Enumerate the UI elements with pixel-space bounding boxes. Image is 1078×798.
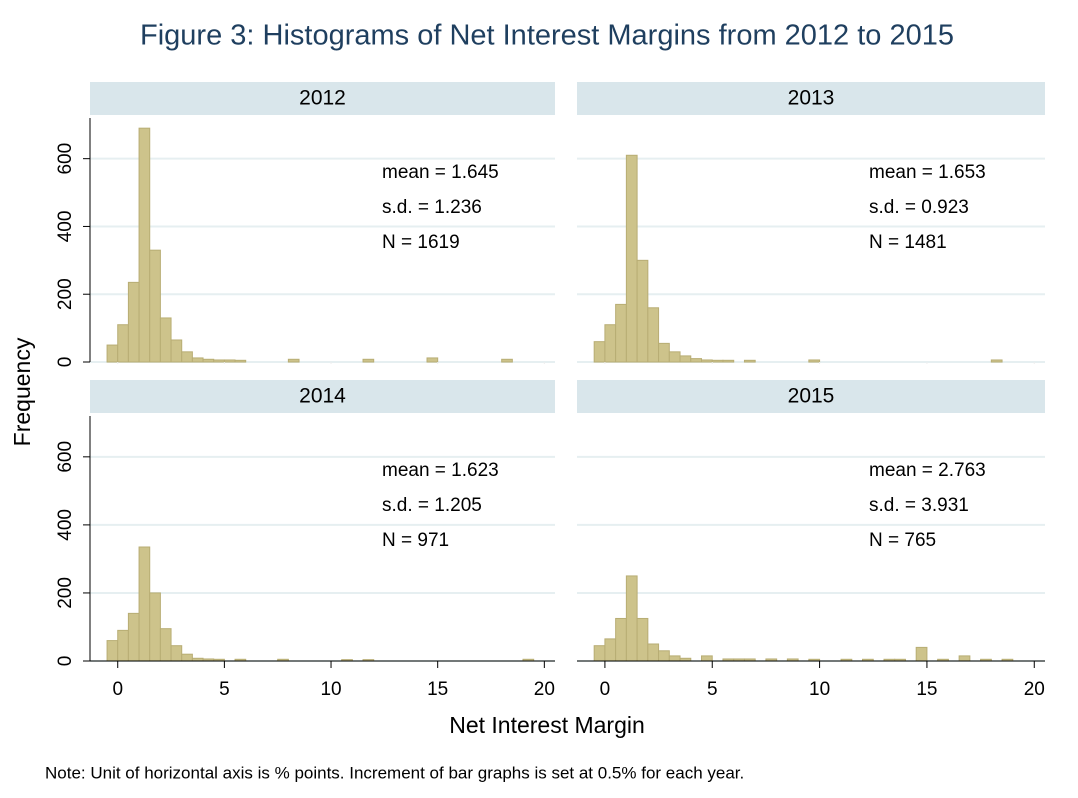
bar bbox=[615, 303, 627, 363]
annotation: s.d. = 1.236 bbox=[382, 197, 482, 218]
annotation: N = 971 bbox=[382, 530, 449, 551]
bar bbox=[170, 339, 183, 363]
bar bbox=[181, 351, 193, 363]
panel-title: 2013 bbox=[788, 87, 835, 110]
bar bbox=[690, 358, 703, 363]
x-axis-label: Net Interest Margin bbox=[449, 712, 645, 738]
x-tick-label: 10 bbox=[320, 679, 341, 700]
bar bbox=[615, 617, 627, 662]
panel-title: 2012 bbox=[299, 87, 346, 110]
bar bbox=[658, 342, 670, 363]
y-tick-label: 0 bbox=[55, 656, 76, 667]
y-tick-label: 200 bbox=[55, 577, 76, 609]
bar bbox=[149, 249, 161, 363]
panel-title: 2014 bbox=[299, 385, 346, 408]
bar bbox=[701, 655, 713, 662]
bar bbox=[426, 357, 439, 363]
bar bbox=[593, 341, 606, 363]
bar bbox=[223, 359, 236, 363]
bar bbox=[808, 359, 821, 363]
x-tick-label: 15 bbox=[427, 679, 448, 700]
annotation: s.d. = 1.205 bbox=[382, 495, 482, 516]
bar bbox=[501, 358, 513, 363]
y-tick-label: 600 bbox=[55, 143, 76, 175]
strip bbox=[90, 380, 555, 413]
x-tick-label: 5 bbox=[707, 679, 718, 700]
y-tick-label: 400 bbox=[55, 509, 76, 541]
bar bbox=[117, 324, 129, 363]
strip bbox=[90, 82, 555, 115]
strip bbox=[577, 82, 1045, 115]
annotation: mean = 1.623 bbox=[382, 460, 499, 481]
bar bbox=[138, 127, 151, 363]
x-tick-label: 20 bbox=[534, 679, 555, 700]
bar bbox=[149, 592, 161, 662]
bar bbox=[117, 629, 129, 662]
annotation: N = 765 bbox=[869, 530, 936, 551]
bar bbox=[604, 638, 617, 662]
bar bbox=[593, 645, 606, 662]
strip bbox=[577, 380, 1045, 413]
bar bbox=[990, 359, 1003, 363]
y-tick-label: 600 bbox=[55, 441, 76, 473]
bar bbox=[722, 359, 735, 363]
annotation: mean = 2.763 bbox=[869, 460, 986, 481]
annotation: N = 1481 bbox=[869, 232, 947, 253]
bar bbox=[106, 640, 119, 662]
annotation: N = 1619 bbox=[382, 232, 460, 253]
x-tick-label: 15 bbox=[916, 679, 937, 700]
bar bbox=[159, 628, 172, 662]
bar bbox=[636, 617, 649, 662]
x-tick-label: 0 bbox=[600, 679, 611, 700]
bar bbox=[234, 359, 247, 363]
bar bbox=[915, 646, 928, 662]
bar bbox=[181, 653, 193, 662]
bar bbox=[679, 355, 692, 363]
bar bbox=[658, 650, 670, 662]
figure-title: Figure 3: Histograms of Net Interest Mar… bbox=[140, 20, 954, 52]
bar bbox=[625, 154, 638, 363]
bar bbox=[743, 359, 756, 363]
panel-title: 2015 bbox=[788, 385, 835, 408]
y-axis-label: Frequency bbox=[9, 337, 35, 446]
annotation: mean = 1.645 bbox=[382, 162, 499, 183]
bar bbox=[668, 351, 681, 363]
bar bbox=[191, 357, 204, 363]
x-tick-label: 0 bbox=[112, 679, 123, 700]
x-tick-label: 20 bbox=[1024, 679, 1045, 700]
bar bbox=[647, 307, 660, 363]
annotation: s.d. = 0.923 bbox=[869, 197, 969, 218]
y-tick-label: 0 bbox=[55, 357, 76, 368]
bar bbox=[647, 643, 660, 662]
annotation: s.d. = 3.931 bbox=[869, 495, 969, 516]
bar bbox=[636, 259, 649, 363]
y-tick-label: 400 bbox=[55, 211, 76, 243]
y-tick-label: 200 bbox=[55, 278, 76, 310]
x-tick-label: 5 bbox=[219, 679, 230, 700]
bar bbox=[170, 645, 183, 662]
bar bbox=[711, 359, 724, 363]
bar bbox=[127, 612, 140, 662]
bar bbox=[668, 655, 681, 662]
bar bbox=[604, 324, 617, 363]
note: Note: Unit of horizontal axis is % point… bbox=[45, 763, 744, 782]
bar bbox=[213, 359, 225, 363]
bar bbox=[625, 575, 638, 662]
bar bbox=[287, 358, 300, 363]
x-tick-label: 10 bbox=[809, 679, 830, 700]
bar bbox=[958, 655, 971, 662]
bar bbox=[362, 358, 375, 363]
bar bbox=[701, 359, 713, 363]
bar bbox=[159, 317, 172, 363]
bar bbox=[127, 281, 140, 363]
bar bbox=[106, 344, 119, 363]
bar bbox=[202, 358, 215, 363]
annotation: mean = 1.653 bbox=[869, 162, 986, 183]
bar bbox=[138, 546, 151, 662]
